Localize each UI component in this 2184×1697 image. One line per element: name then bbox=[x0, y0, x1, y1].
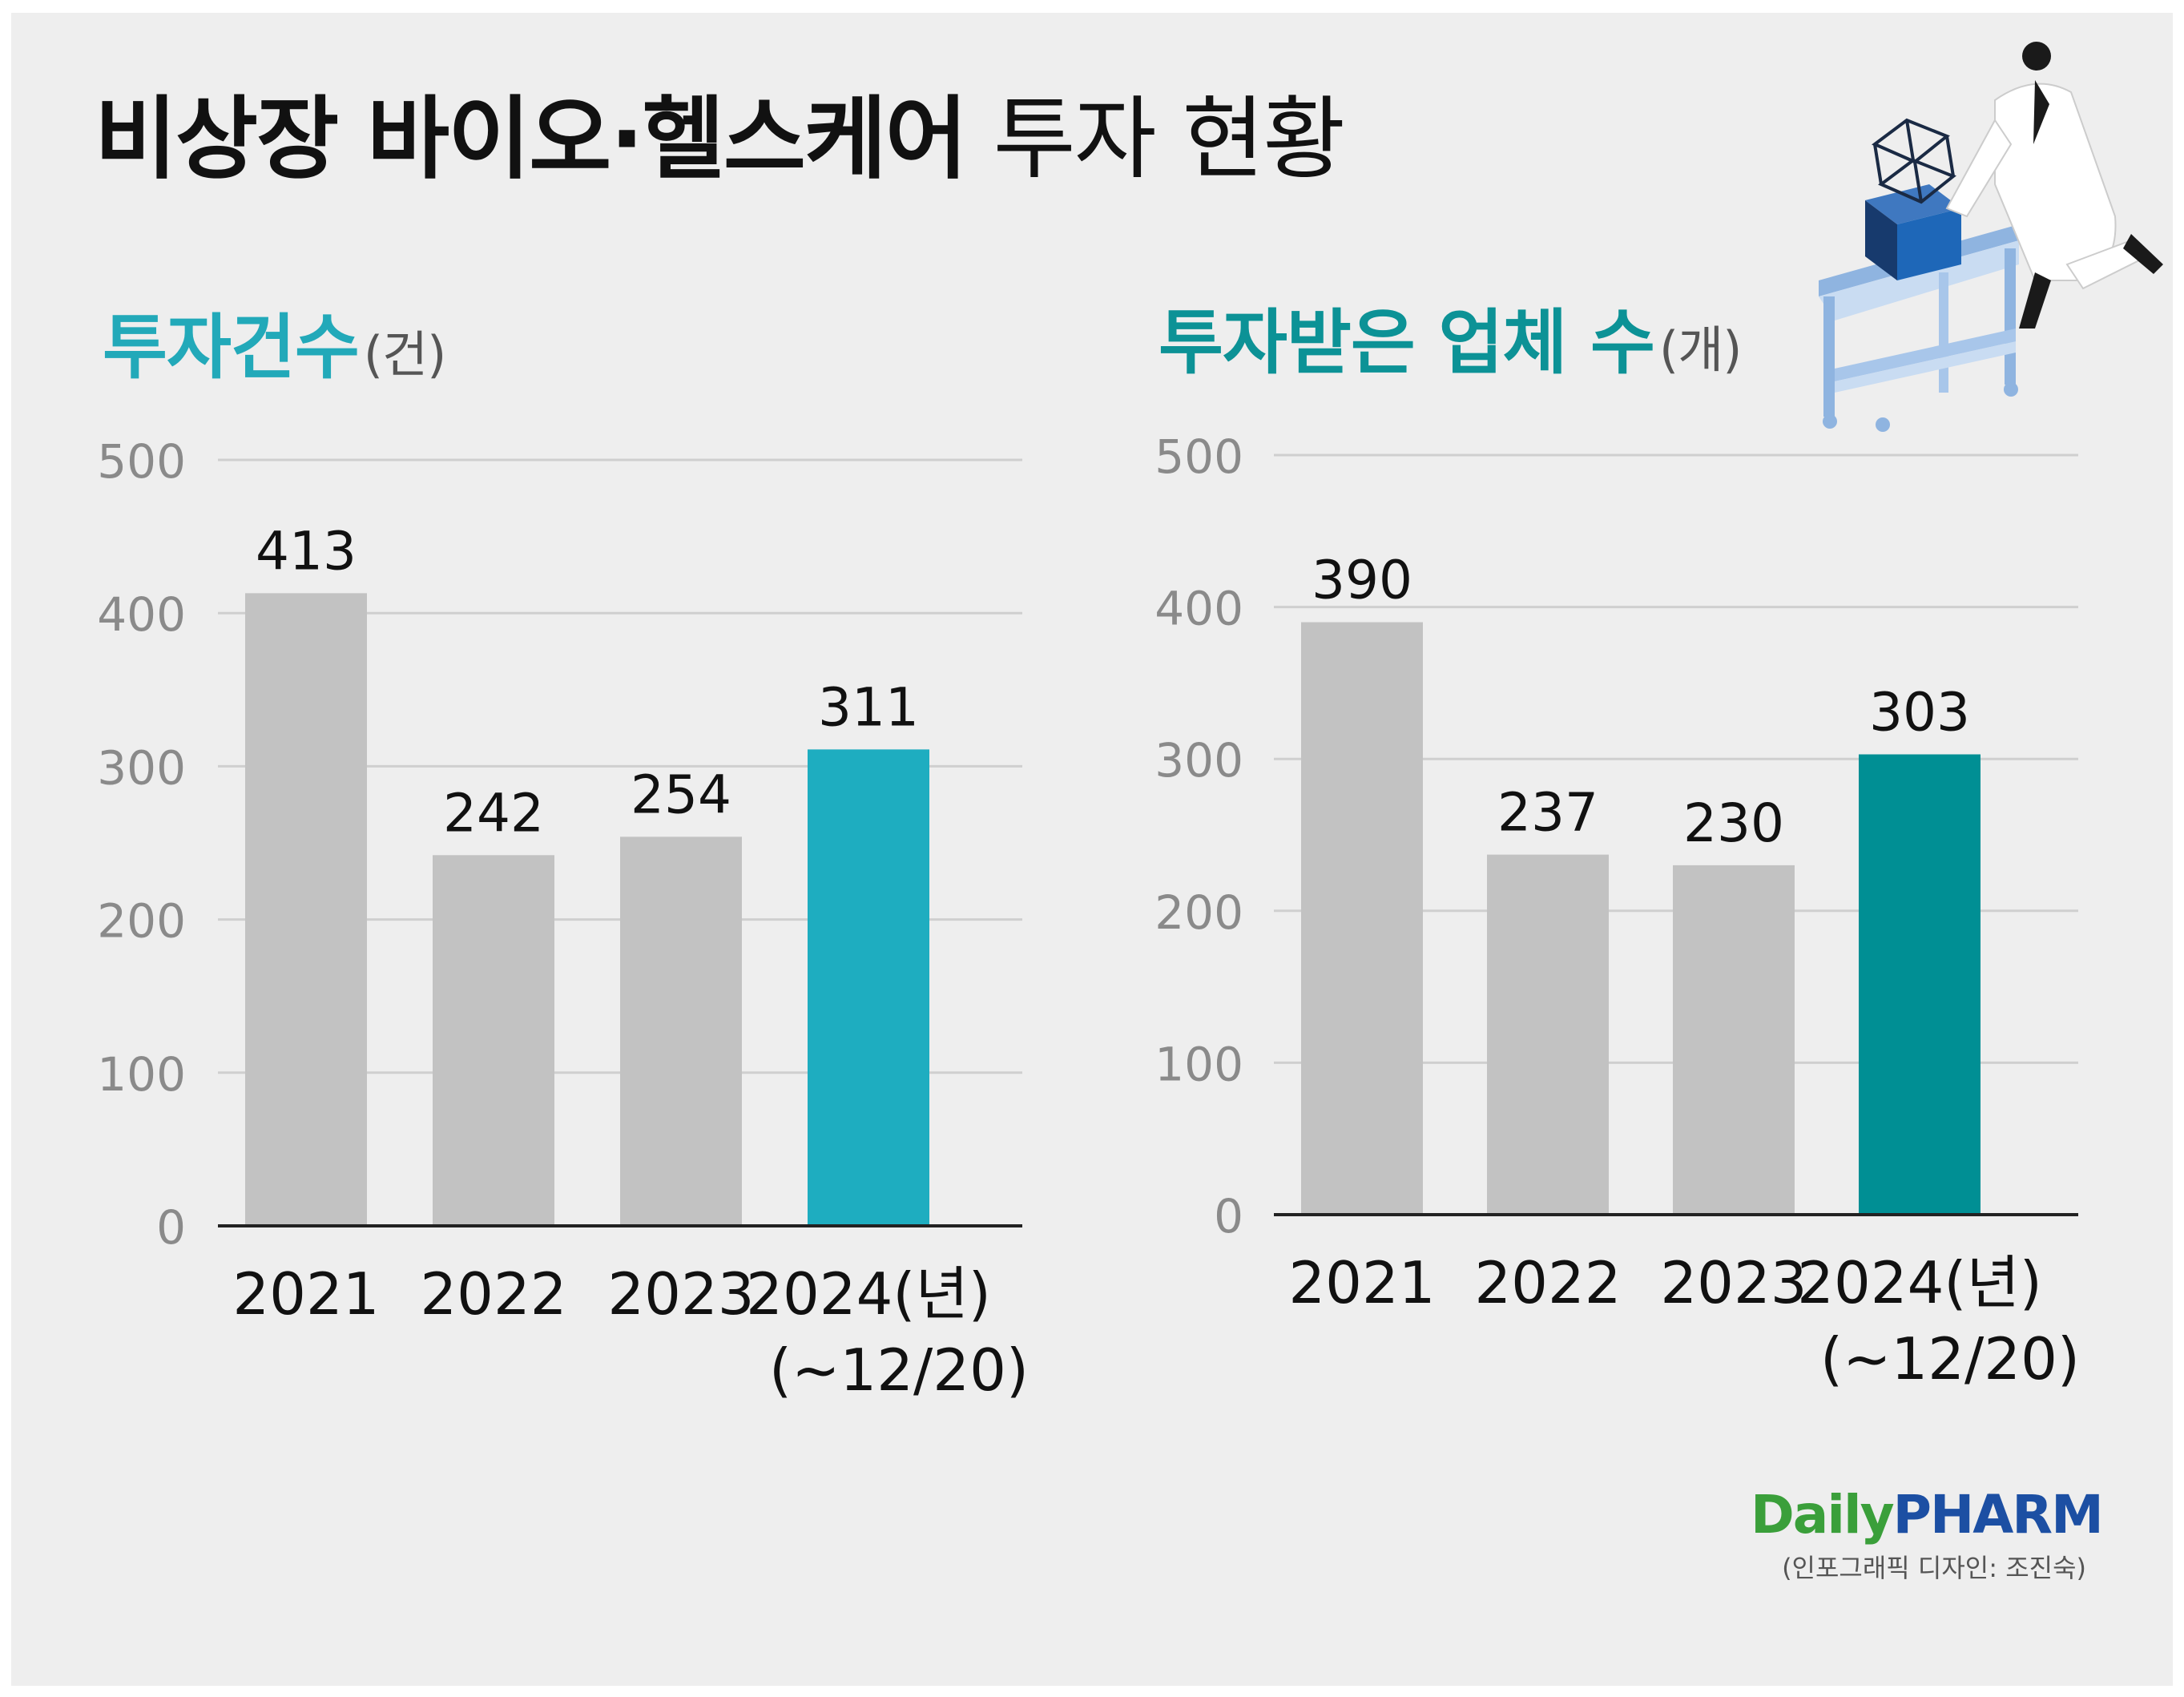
left-bar bbox=[245, 593, 367, 1226]
left-bar bbox=[620, 836, 742, 1226]
dailypharm-logo: DailyPHARM bbox=[1751, 1489, 2104, 1542]
left-ytick-label: 300 bbox=[97, 740, 186, 795]
right-category-label: 2022 bbox=[1474, 1249, 1621, 1316]
right-ytick-label: 0 bbox=[1214, 1189, 1243, 1244]
left-bar bbox=[808, 749, 929, 1226]
left-value-label: 311 bbox=[818, 676, 919, 738]
right-value-label: 230 bbox=[1683, 792, 1784, 854]
left-category-sublabel: (~12/20) bbox=[769, 1336, 1029, 1404]
logo-daily: Daily bbox=[1751, 1484, 1895, 1546]
right-ytick-label: 500 bbox=[1154, 429, 1243, 484]
left-chart-title-text: 투자건수 bbox=[103, 306, 360, 389]
page-title-regular: 투자 현황 bbox=[993, 87, 1346, 191]
right-chart-title: 투자받은 업체 수(개) bbox=[1158, 308, 1742, 379]
left-ytick-label: 200 bbox=[97, 894, 186, 949]
right-value-label: 303 bbox=[1869, 682, 1970, 744]
left-value-label: 242 bbox=[443, 782, 544, 844]
design-credit: (인포그래픽 디자인: 조진숙) bbox=[1782, 1553, 2086, 1583]
left-category-label: 2023 bbox=[607, 1260, 754, 1328]
page-title: 비상장 바이오·헬스케어 투자 현황 bbox=[95, 95, 1345, 184]
right-category-label: 2021 bbox=[1288, 1249, 1435, 1316]
right-chart-title-text: 투자받은 업체 수 bbox=[1158, 301, 1655, 384]
left-value-label: 413 bbox=[256, 520, 357, 582]
right-bar bbox=[1487, 854, 1609, 1215]
right-chart-unit: (개) bbox=[1659, 320, 1742, 379]
left-chart-unit: (건) bbox=[363, 325, 446, 384]
right-category-label: 2024(년) bbox=[1797, 1249, 2042, 1316]
left-ytick-label: 500 bbox=[97, 434, 186, 489]
right-ytick-label: 100 bbox=[1154, 1037, 1243, 1091]
background-panel bbox=[11, 13, 2173, 1686]
left-category-label: 2024(년) bbox=[746, 1260, 991, 1328]
page-title-bold: 비상장 바이오·헬스케어 bbox=[95, 87, 968, 191]
left-bar bbox=[433, 855, 554, 1226]
left-category-label: 2021 bbox=[232, 1260, 379, 1328]
left-value-label: 254 bbox=[631, 764, 731, 825]
left-ytick-label: 100 bbox=[97, 1047, 186, 1102]
left-chart-title: 투자건수(건) bbox=[103, 312, 446, 384]
left-category-label: 2022 bbox=[420, 1260, 566, 1328]
right-ytick-label: 200 bbox=[1154, 885, 1243, 940]
right-bar bbox=[1673, 865, 1795, 1215]
researcher-pushing-cart-icon bbox=[1819, 42, 2163, 432]
right-value-label: 237 bbox=[1497, 782, 1598, 844]
right-category-sublabel: (~12/20) bbox=[1820, 1325, 2080, 1393]
left-ytick-label: 0 bbox=[156, 1200, 186, 1255]
right-category-label: 2023 bbox=[1660, 1249, 1807, 1316]
left-ytick-label: 400 bbox=[97, 587, 186, 642]
right-bar bbox=[1859, 754, 1981, 1215]
right-value-label: 390 bbox=[1312, 550, 1412, 611]
right-ytick-label: 400 bbox=[1154, 582, 1243, 636]
right-bar bbox=[1301, 622, 1423, 1215]
logo-pharm: PHARM bbox=[1892, 1484, 2104, 1546]
right-ytick-label: 300 bbox=[1154, 733, 1243, 788]
